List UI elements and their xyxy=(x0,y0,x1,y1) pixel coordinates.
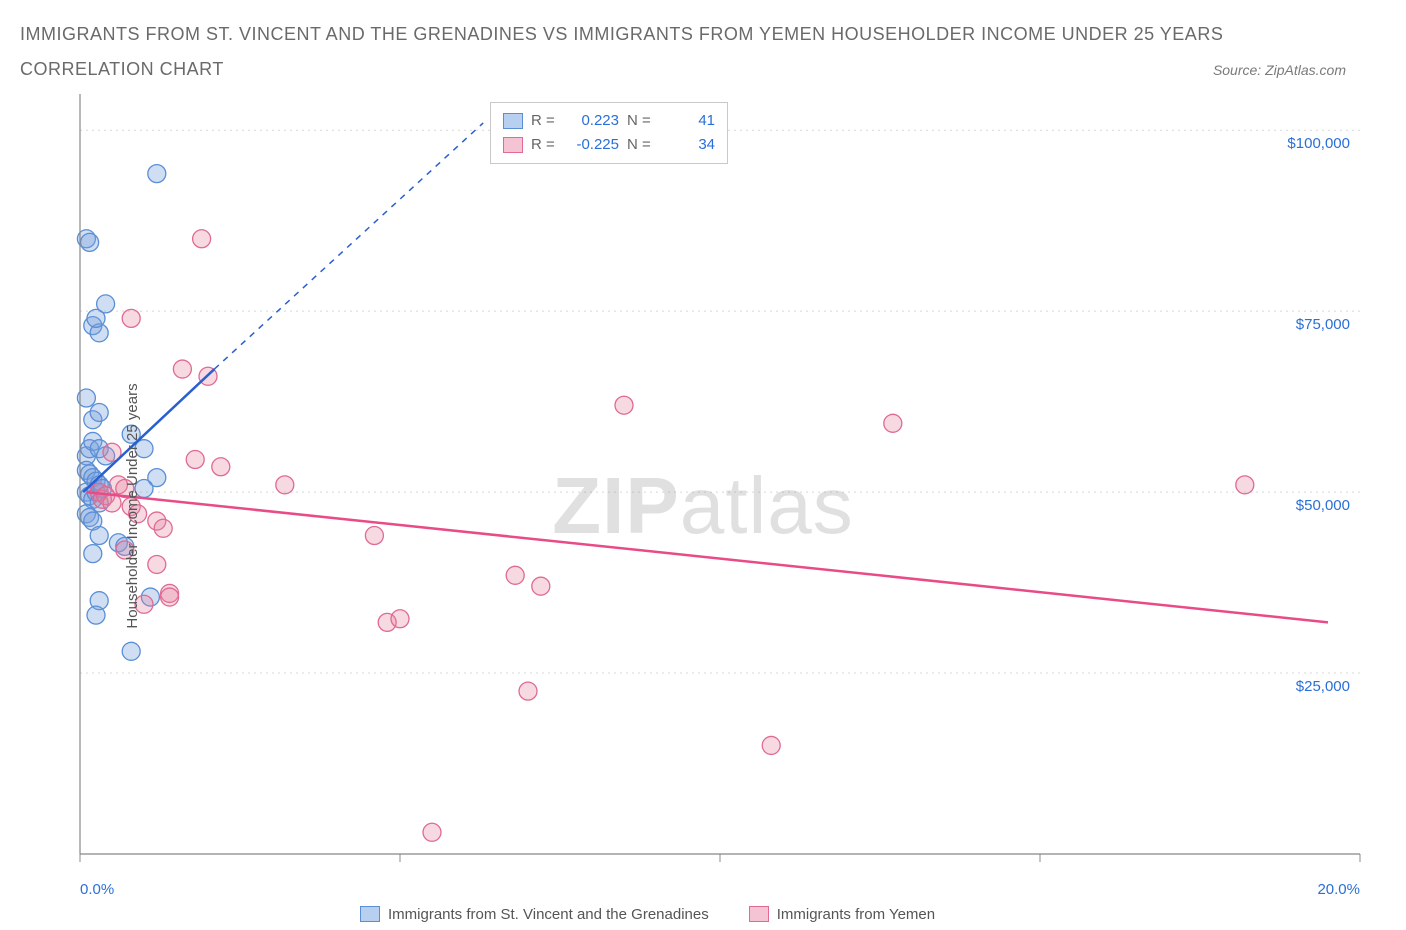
svg-text:$75,000: $75,000 xyxy=(1296,316,1350,333)
swatch-b-icon xyxy=(749,906,769,922)
legend-row-a: R = 0.223 N = 41 xyxy=(503,109,715,133)
y-axis-label: Householder Income Under 25 years xyxy=(124,384,141,629)
legend-label-a: Immigrants from St. Vincent and the Gren… xyxy=(388,906,709,923)
legend-n-label: N = xyxy=(627,109,655,133)
subtitle-row: CORRELATION CHART Source: ZipAtlas.com xyxy=(20,55,1386,84)
legend-r-label2: R = xyxy=(531,133,559,157)
legend-row-b: R = -0.225 N = 34 xyxy=(503,133,715,157)
legend-item-a: Immigrants from St. Vincent and the Gren… xyxy=(360,906,709,923)
svg-text:$25,000: $25,000 xyxy=(1296,678,1350,695)
swatch-series-b xyxy=(503,137,523,153)
svg-text:$50,000: $50,000 xyxy=(1296,497,1350,514)
swatch-a-icon xyxy=(360,906,380,922)
scatter-chart: $25,000 $50,000 $75,000 $100,000 0.0% 20.0% xyxy=(20,94,1380,914)
legend-n-b: 34 xyxy=(663,133,715,157)
legend-r-label: R = xyxy=(531,109,559,133)
legend-n-label2: N = xyxy=(627,133,655,157)
svg-text:0.0%: 0.0% xyxy=(80,881,114,898)
correlation-legend: R = 0.223 N = 41 R = -0.225 N = 34 xyxy=(490,102,728,164)
legend-label-b: Immigrants from Yemen xyxy=(777,906,935,923)
chart-container: Householder Income Under 25 years ZIPatl… xyxy=(20,94,1386,919)
svg-text:$100,000: $100,000 xyxy=(1287,135,1350,152)
chart-title-line1: IMMIGRANTS FROM ST. VINCENT AND THE GREN… xyxy=(20,20,1386,49)
chart-title-block: IMMIGRANTS FROM ST. VINCENT AND THE GREN… xyxy=(0,0,1406,84)
legend-n-a: 41 xyxy=(663,109,715,133)
legend-r-b: -0.225 xyxy=(567,133,619,157)
legend-item-b: Immigrants from Yemen xyxy=(749,906,935,923)
swatch-series-a xyxy=(503,113,523,129)
svg-text:20.0%: 20.0% xyxy=(1317,881,1360,898)
legend-r-a: 0.223 xyxy=(567,109,619,133)
series-legend: Immigrants from St. Vincent and the Gren… xyxy=(360,906,935,923)
chart-title-line2: CORRELATION CHART xyxy=(20,55,224,84)
source-label: Source: ZipAtlas.com xyxy=(1213,62,1386,78)
